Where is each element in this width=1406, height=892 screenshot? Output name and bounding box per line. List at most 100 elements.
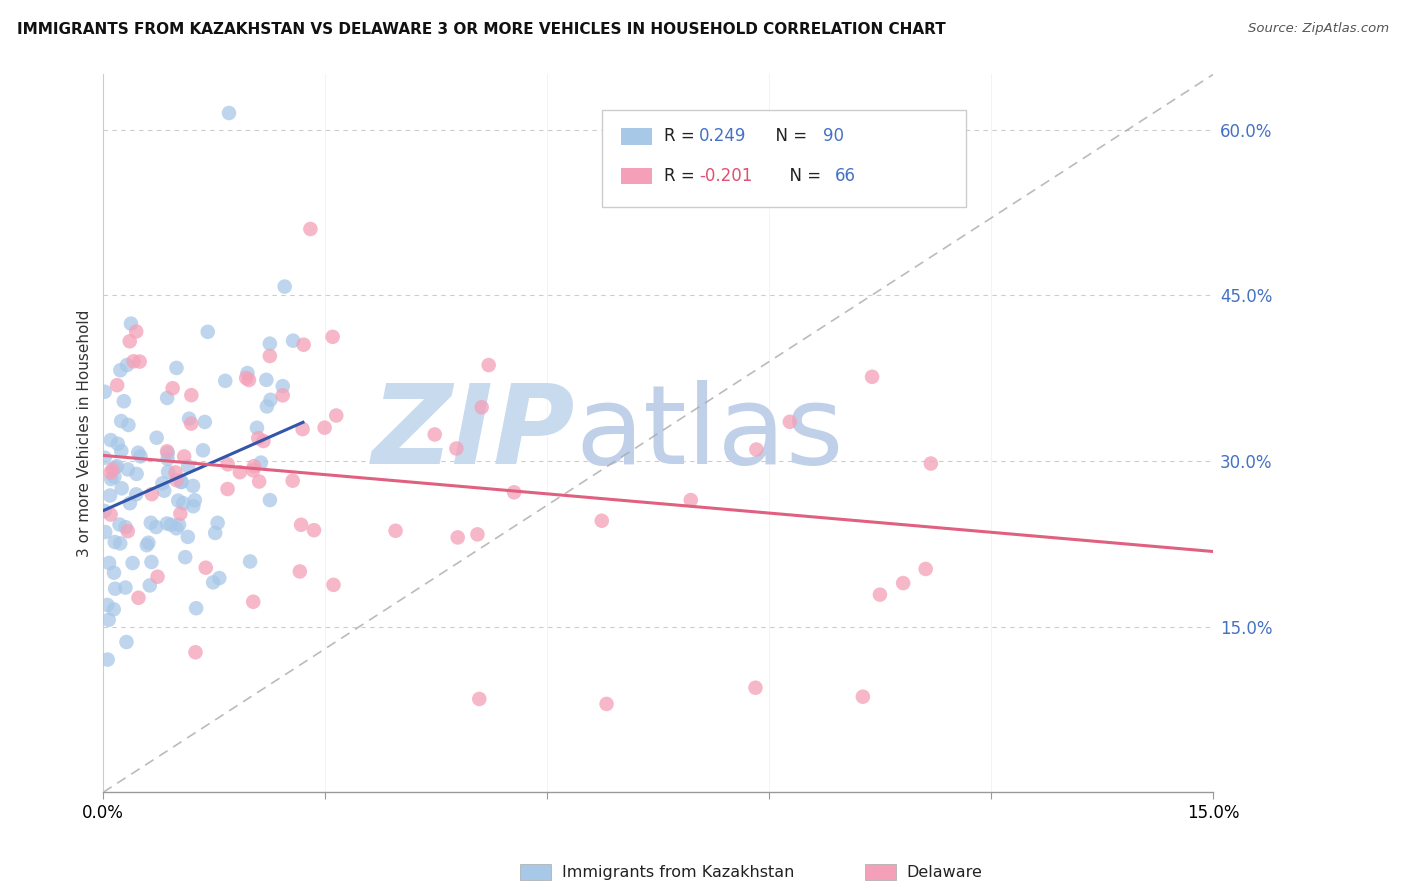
Point <box>100 466 122 480</box>
Point <box>247 431 270 445</box>
Point <box>98 488 121 502</box>
Y-axis label: 3 or more Vehicles in Household: 3 or more Vehicles in Household <box>77 310 91 557</box>
Point <box>423 427 446 442</box>
Text: IMMIGRANTS FROM KAZAKHSTAN VS DELAWARE 3 OR MORE VEHICLES IN HOUSEHOLD CORRELATI: IMMIGRANTS FROM KAZAKHSTAN VS DELAWARE 3… <box>17 22 946 37</box>
Point <box>259 336 281 351</box>
Point <box>107 436 129 450</box>
Point <box>122 354 145 368</box>
Point <box>156 391 179 405</box>
Point <box>291 422 314 436</box>
Point <box>290 517 312 532</box>
Point <box>141 487 163 501</box>
Point <box>184 601 207 615</box>
Point <box>169 507 191 521</box>
Point <box>166 360 188 375</box>
Point <box>208 571 231 585</box>
Point <box>138 535 160 549</box>
Point <box>156 444 179 458</box>
Point <box>108 517 131 532</box>
Point <box>103 602 125 616</box>
Point <box>180 417 202 431</box>
Text: 0.249: 0.249 <box>699 128 747 145</box>
Text: N =: N = <box>765 128 813 145</box>
Point <box>117 462 139 476</box>
Point <box>177 411 200 425</box>
Point <box>112 394 135 409</box>
Point <box>194 415 217 429</box>
Point <box>322 330 344 344</box>
Point <box>197 325 219 339</box>
Point <box>104 460 127 475</box>
Point <box>141 555 163 569</box>
Point <box>292 337 315 351</box>
Point <box>105 459 128 474</box>
Point <box>259 349 281 363</box>
Point <box>118 496 141 510</box>
Point <box>447 530 470 544</box>
Point <box>177 530 200 544</box>
Point <box>242 595 264 609</box>
Point <box>202 575 225 590</box>
Point <box>745 442 768 457</box>
Point <box>204 525 226 540</box>
Point <box>194 560 217 574</box>
Point <box>174 550 197 565</box>
Point <box>229 465 252 479</box>
Text: R =: R = <box>664 128 700 145</box>
Point <box>120 317 142 331</box>
Point <box>152 476 174 491</box>
Point <box>325 409 347 423</box>
Point <box>139 516 162 530</box>
Point <box>153 483 176 498</box>
Point <box>271 388 294 402</box>
Point <box>98 556 121 570</box>
Point <box>254 373 277 387</box>
Point <box>156 516 179 531</box>
Point <box>271 379 294 393</box>
Point <box>250 456 273 470</box>
Point <box>256 400 278 414</box>
Point <box>172 496 194 510</box>
Point <box>94 524 117 539</box>
Point <box>115 635 138 649</box>
Point <box>125 487 148 501</box>
Point <box>93 450 115 465</box>
Point <box>103 566 125 580</box>
Point <box>103 470 125 484</box>
Point <box>184 645 207 659</box>
Point <box>97 613 120 627</box>
Point <box>288 565 311 579</box>
Point <box>322 578 344 592</box>
Point <box>281 474 304 488</box>
Point <box>127 591 149 605</box>
Point <box>121 556 143 570</box>
Point <box>281 334 304 348</box>
Text: Immigrants from Kazakhstan: Immigrants from Kazakhstan <box>562 865 794 880</box>
Point <box>128 354 150 368</box>
Point <box>135 538 157 552</box>
Point <box>252 434 274 448</box>
Point <box>181 479 204 493</box>
Point <box>217 482 239 496</box>
Point <box>207 516 229 530</box>
Point <box>156 446 179 460</box>
Point <box>110 363 132 377</box>
Point <box>97 652 120 666</box>
Point <box>184 493 207 508</box>
Point <box>167 493 190 508</box>
Point <box>384 524 406 538</box>
Point <box>852 690 875 704</box>
Text: 90: 90 <box>823 128 844 145</box>
Point <box>145 520 167 534</box>
Point <box>173 450 195 464</box>
Point <box>236 366 259 380</box>
Point <box>108 536 131 550</box>
Point <box>246 421 269 435</box>
Point <box>259 493 281 508</box>
Point <box>217 457 239 471</box>
Text: N =: N = <box>779 167 827 185</box>
Point <box>273 279 295 293</box>
Point <box>860 369 883 384</box>
Point <box>478 358 501 372</box>
Point <box>111 481 134 495</box>
